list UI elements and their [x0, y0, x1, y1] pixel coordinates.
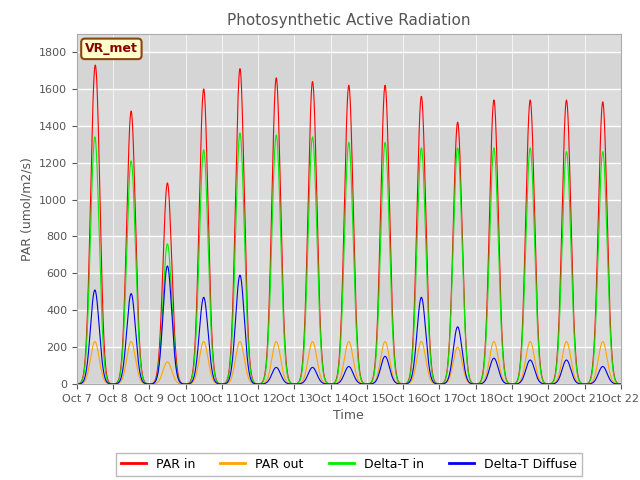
Bar — [77, 347, 621, 384]
PAR in — [92, 62, 99, 68]
PAR out — [135, 373, 143, 379]
Bar — [77, 200, 621, 237]
PAR out — [145, 381, 153, 387]
PAR out — [548, 381, 556, 387]
Delta-T Diffuse — [282, 380, 290, 385]
Delta-T Diffuse — [168, 302, 175, 308]
Bar — [77, 273, 621, 310]
Delta-T in — [236, 131, 244, 136]
PAR out — [73, 381, 81, 387]
PAR in — [135, 329, 143, 335]
PAR in — [282, 354, 290, 360]
Bar — [77, 52, 621, 89]
Delta-T in — [548, 380, 556, 386]
Y-axis label: PAR (umol/m2/s): PAR (umol/m2/s) — [20, 157, 33, 261]
Delta-T Diffuse — [548, 381, 556, 387]
PAR in — [548, 380, 556, 386]
Title: Photosynthetic Active Radiation: Photosynthetic Active Radiation — [227, 13, 470, 28]
PAR out — [305, 348, 313, 354]
Delta-T Diffuse — [607, 378, 614, 384]
Delta-T in — [305, 192, 313, 198]
X-axis label: Time: Time — [333, 409, 364, 422]
Delta-T Diffuse — [254, 381, 262, 387]
PAR in — [145, 381, 153, 387]
Delta-T in — [607, 334, 614, 339]
PAR in — [168, 252, 175, 258]
Legend: PAR in, PAR out, Delta-T in, Delta-T Diffuse: PAR in, PAR out, Delta-T in, Delta-T Dif… — [116, 453, 582, 476]
Delta-T in — [282, 359, 290, 365]
Line: Delta-T in: Delta-T in — [77, 133, 621, 384]
Delta-T in — [135, 336, 143, 341]
PAR out — [607, 372, 614, 378]
PAR in — [305, 150, 313, 156]
Line: Delta-T Diffuse: Delta-T Diffuse — [77, 266, 621, 384]
PAR out — [617, 381, 625, 387]
Delta-T in — [145, 381, 153, 387]
PAR in — [607, 323, 614, 329]
PAR out — [91, 339, 99, 345]
Delta-T in — [617, 381, 625, 387]
PAR in — [617, 381, 625, 387]
PAR in — [73, 381, 81, 387]
Text: VR_met: VR_met — [85, 42, 138, 55]
Delta-T Diffuse — [617, 381, 625, 387]
Bar — [77, 126, 621, 163]
Delta-T Diffuse — [73, 381, 81, 387]
Line: PAR in: PAR in — [77, 65, 621, 384]
Line: PAR out: PAR out — [77, 342, 621, 384]
Delta-T Diffuse — [305, 369, 313, 374]
PAR out — [168, 367, 175, 372]
Delta-T in — [168, 288, 175, 293]
Delta-T Diffuse — [163, 263, 171, 269]
Delta-T Diffuse — [135, 362, 143, 368]
PAR out — [282, 377, 290, 383]
Delta-T in — [73, 381, 81, 387]
